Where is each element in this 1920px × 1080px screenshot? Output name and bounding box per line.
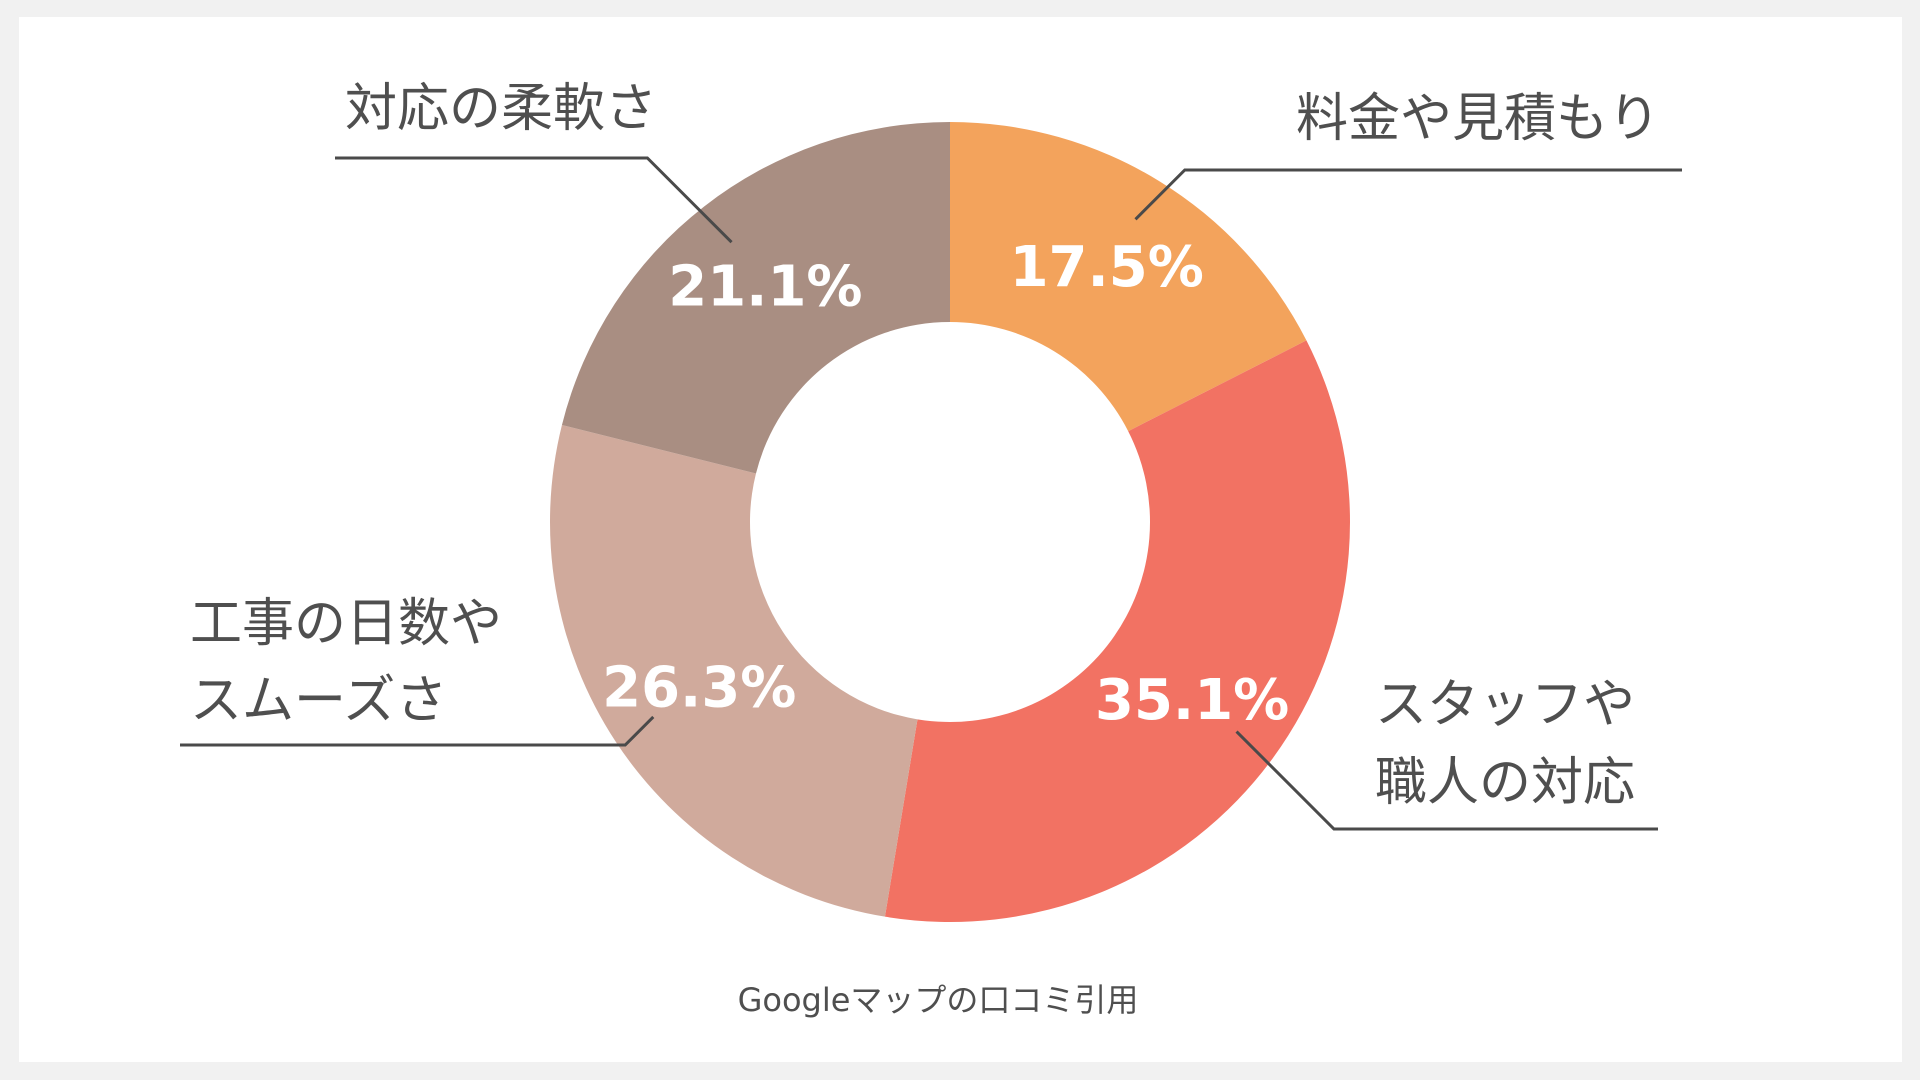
- donut-slice-3: [550, 424, 918, 917]
- category-label-2-line-2: 職人の対応: [1375, 753, 1635, 813]
- category-label-4: 対応の柔軟さ: [345, 79, 657, 139]
- donut-slice-2: [884, 340, 1350, 922]
- value-label-2: 35.1%: [1095, 668, 1289, 733]
- category-label-3-line-2: スムーズさ: [190, 671, 447, 731]
- leader-line-4: [335, 156, 733, 244]
- leader-line-2: [1235, 730, 1658, 831]
- leader-line-3: [180, 715, 655, 747]
- category-label-2-line-1: スタッフや: [1375, 675, 1635, 735]
- percent-labels-group: 17.5% 35.1% 26.3% 21.1%: [602, 235, 1289, 733]
- leader-line-1: [1134, 168, 1682, 221]
- source-caption: Googleマップの口コミ引用: [738, 981, 1139, 1019]
- donut-slice-4: [561, 122, 950, 474]
- leader-lines-group: [180, 156, 1682, 831]
- category-label-3-line-1: 工事の日数や: [190, 594, 502, 654]
- category-label-1: 料金や見積もり: [1296, 89, 1660, 149]
- slices-group: [550, 122, 1350, 922]
- donut-slice-1: [950, 122, 1307, 432]
- value-label-1: 17.5%: [1010, 235, 1204, 300]
- value-label-4: 21.1%: [668, 255, 862, 320]
- value-label-3: 26.3%: [602, 656, 796, 721]
